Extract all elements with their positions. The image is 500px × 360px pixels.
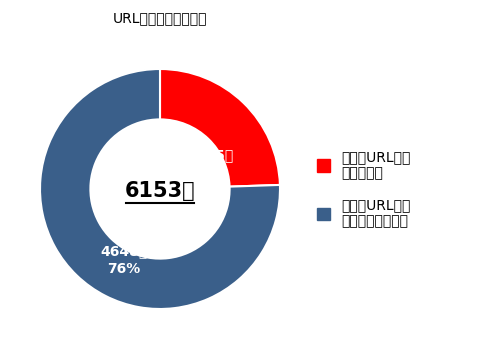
Text: 6153名: 6153名 — [124, 181, 196, 201]
Text: 1505名: 1505名 — [187, 148, 234, 162]
Wedge shape — [40, 69, 280, 309]
Legend: 不審なURLにア
クセスした, 不審なURLにア
クセスしなかった: 不審なURLにア クセスした, 不審なURLにア クセスしなかった — [311, 144, 416, 234]
Wedge shape — [160, 69, 280, 186]
Title: URL型の訓練実施結果: URL型の訓練実施結果 — [113, 11, 208, 25]
Text: 4648名: 4648名 — [100, 244, 148, 258]
Text: 76%: 76% — [108, 262, 140, 276]
Text: 24%: 24% — [194, 166, 227, 180]
